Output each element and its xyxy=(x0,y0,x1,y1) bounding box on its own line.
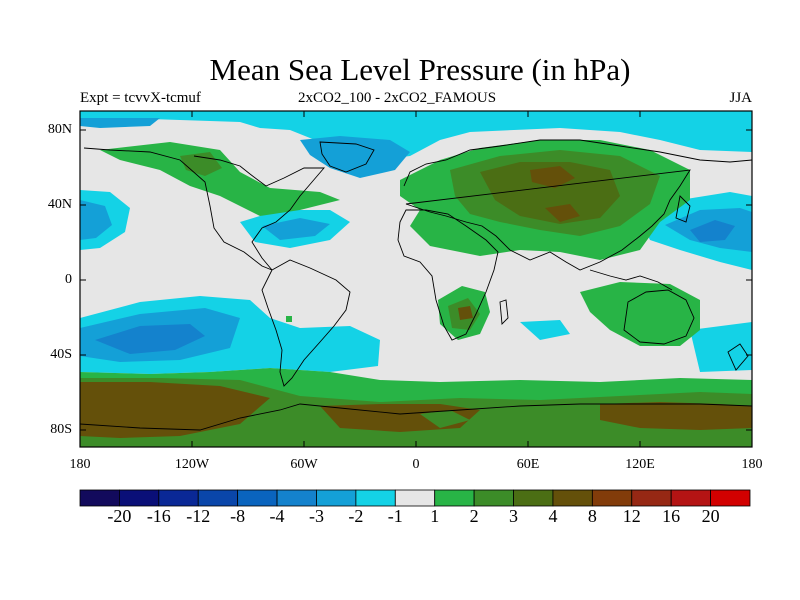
lon-tick-label: 60W xyxy=(290,457,318,472)
negative-anomaly-region xyxy=(690,220,735,242)
colorbar xyxy=(79,489,751,507)
coastline-indonesia xyxy=(589,269,673,291)
negative-anomaly-region xyxy=(520,320,570,340)
positive-anomaly-region xyxy=(480,162,620,224)
colorbar-label: 3 xyxy=(509,506,519,526)
colorbar-box xyxy=(631,489,672,507)
negative-anomaly-region xyxy=(690,322,752,372)
negative-anomaly-region xyxy=(80,111,752,160)
colorbar-box xyxy=(276,489,317,507)
lon-tick-label: 60E xyxy=(516,457,540,472)
lon-tick-label: 180 xyxy=(741,457,763,472)
negative-anomaly-region xyxy=(80,200,112,240)
coastline-antarctica xyxy=(80,403,752,431)
colorbar-label: 12 xyxy=(622,506,641,526)
colorbar-label: -4 xyxy=(269,506,285,526)
colorbar-box xyxy=(394,489,436,507)
lat-tick-label: 40N xyxy=(47,197,72,212)
lat-tick-label: 0 xyxy=(65,272,72,287)
colorbar-box xyxy=(434,489,475,507)
colorbar-label: -1 xyxy=(387,506,403,526)
colorbar-box xyxy=(591,489,633,507)
colorbar-label: 4 xyxy=(548,506,558,526)
colorbar-box xyxy=(119,489,160,507)
coastline-africa xyxy=(397,209,499,341)
difference-label: 2xCO2_100 - 2xCO2_FAMOUS xyxy=(298,90,497,106)
lon-tick-label: 120E xyxy=(625,457,655,472)
experiment-label: Expt = tcvvX-tcmuf xyxy=(80,90,201,106)
positive-anomaly-region xyxy=(530,166,575,188)
positive-anomaly-region xyxy=(100,142,340,216)
colorbar-label: 2 xyxy=(469,506,479,526)
map-title: Mean Sea Level Pressure (in hPa) xyxy=(209,52,631,87)
coastlines xyxy=(80,139,752,431)
colorbar-box xyxy=(197,489,239,507)
colorbar-box xyxy=(355,489,396,507)
positive-anomaly-region xyxy=(545,204,580,222)
colorbar-label: -8 xyxy=(230,506,246,526)
lat-tick-label: 80N xyxy=(47,122,72,137)
coastline-eurasia xyxy=(403,139,752,271)
lon-tick-label: 180 xyxy=(69,457,91,472)
colorbar-label: -16 xyxy=(146,506,171,526)
tick-marks xyxy=(80,111,752,447)
coastline-new-zealand xyxy=(727,343,749,371)
lon-tick-label: 0 xyxy=(412,457,420,472)
colorbar-box xyxy=(79,489,120,507)
colorbar-box xyxy=(473,489,514,507)
coastline-japan xyxy=(675,195,691,223)
season-label: JJA xyxy=(729,90,752,106)
colorbar-box xyxy=(552,489,593,507)
colorbar-box xyxy=(158,489,199,507)
map-field xyxy=(80,111,752,447)
lat-tick-label: 80S xyxy=(50,422,72,437)
colorbar-box xyxy=(710,489,751,507)
positive-anomaly-region xyxy=(600,402,752,430)
colorbar-label: -12 xyxy=(186,506,211,526)
colorbar-box xyxy=(670,489,711,507)
coastline-madagascar xyxy=(499,299,509,325)
coastline-south-america xyxy=(261,259,351,387)
colorbar-box xyxy=(237,489,278,507)
colorbar-label: -3 xyxy=(308,506,324,526)
colorbar-box xyxy=(513,489,554,507)
negative-anomaly-region xyxy=(80,118,160,128)
lat-tick-label: 40S xyxy=(50,347,72,362)
positive-anomaly-region xyxy=(80,382,270,438)
positive-anomaly-region xyxy=(180,152,222,176)
colorbar-box xyxy=(316,489,357,507)
colorbar-label: 1 xyxy=(430,506,440,526)
negative-anomaly-region xyxy=(95,324,205,354)
positive-anomaly-region xyxy=(420,410,470,428)
positive-anomaly-region xyxy=(286,316,292,322)
colorbar-label: 8 xyxy=(587,506,597,526)
colorbar-label: -2 xyxy=(348,506,364,526)
colorbar-label: -20 xyxy=(107,506,132,526)
colorbar-label: 20 xyxy=(701,506,720,526)
positive-anomaly-region xyxy=(458,306,473,320)
coastline-greenland xyxy=(319,141,375,173)
negative-anomaly-region xyxy=(300,136,410,178)
negative-anomaly-region xyxy=(262,218,330,240)
coastline-north-america xyxy=(83,147,325,271)
positive-anomaly-region xyxy=(580,282,700,346)
coastline-australia xyxy=(623,289,695,345)
colorbar-label: 16 xyxy=(662,506,681,526)
lon-tick-label: 120W xyxy=(174,457,210,472)
